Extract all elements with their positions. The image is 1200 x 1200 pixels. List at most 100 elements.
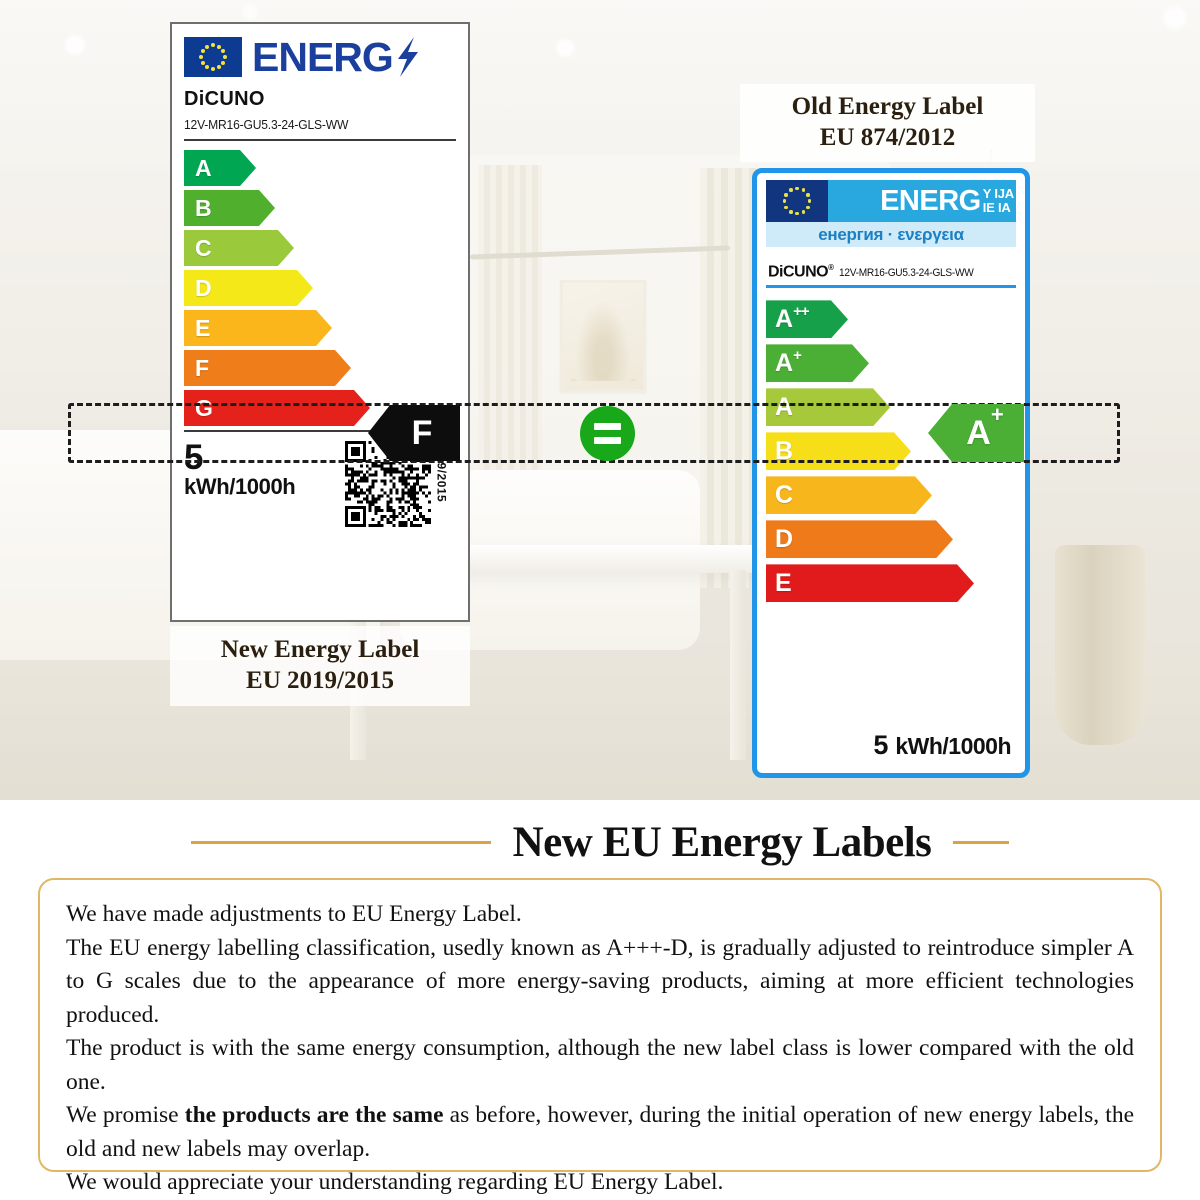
class-letter: A bbox=[775, 392, 794, 421]
old-label-rule bbox=[766, 285, 1016, 289]
class-letter: E bbox=[195, 314, 211, 341]
old-rating-letter-text: A bbox=[966, 413, 991, 452]
eu-star bbox=[784, 205, 788, 209]
new-rating-letter: F bbox=[411, 413, 433, 452]
old-label-brand-row: DiCUNO® 12V-MR16-GU5.3-24-GLS-WW bbox=[766, 263, 1016, 281]
eu-star bbox=[801, 188, 805, 192]
class-arrow-c: C bbox=[184, 230, 294, 266]
new-caption-line2: EU 2019/2015 bbox=[246, 667, 394, 694]
class-arrow-aplus: A + bbox=[766, 344, 869, 382]
class-arrow-g: G bbox=[184, 390, 370, 426]
class-letter: D bbox=[775, 524, 794, 553]
class-row: A bbox=[766, 388, 1016, 426]
class-arrow-f: F bbox=[184, 350, 351, 386]
class-row: C bbox=[766, 476, 1016, 514]
class-row: G bbox=[184, 390, 456, 426]
consumption-value: 5 bbox=[873, 730, 889, 760]
class-letter: G bbox=[195, 394, 213, 421]
old-label-brand: DiCUNO® bbox=[768, 263, 834, 281]
class-arrow-a: A bbox=[184, 150, 256, 186]
old-brand-text: DiCUNO bbox=[768, 263, 829, 281]
consumption-value: 5 bbox=[184, 438, 204, 477]
consumption-unit: kWh/1000h bbox=[895, 733, 1011, 759]
eu-star bbox=[221, 61, 226, 65]
class-letter: B bbox=[775, 436, 794, 465]
class-row: D bbox=[184, 270, 456, 306]
eu-flag-icon bbox=[766, 180, 828, 222]
class-letter: A bbox=[775, 304, 794, 333]
paragraph-1: We have made adjustments to EU Energy La… bbox=[66, 901, 522, 927]
new-label-footer: 5 kWh/1000h 2019/2015 bbox=[184, 438, 456, 527]
eu-star bbox=[789, 210, 793, 214]
class-arrow-b: B bbox=[766, 432, 911, 470]
old-label-footer: 5 kWh/1000h bbox=[873, 730, 1011, 761]
old-rating-letter: A+ bbox=[966, 404, 1003, 453]
new-label-logo-row: ENERG bbox=[184, 34, 456, 80]
old-rating-sup: + bbox=[990, 402, 1004, 428]
class-arrow-e: E bbox=[184, 310, 332, 346]
new-label-bottom-rule bbox=[184, 430, 456, 432]
page-title: New EU Energy Labels bbox=[512, 818, 932, 866]
eu-star bbox=[795, 211, 799, 216]
eu-star bbox=[784, 193, 788, 197]
new-label-brand: DiCUNO bbox=[184, 88, 265, 110]
class-row: C bbox=[184, 230, 456, 266]
class-letter: D bbox=[195, 274, 212, 301]
equals-bar-bottom bbox=[594, 437, 621, 444]
old-label-languages-row: енергия · ενεργεια bbox=[766, 222, 1016, 247]
old-label-logo-block: ENERG Y IJA IE IA енергия · ενεργεια bbox=[766, 180, 1016, 247]
old-label-class-scale: A ++ A + A B C D E bbox=[766, 300, 1016, 602]
promise-post: as before, however, during the initial o… bbox=[66, 1102, 1134, 1162]
old-label-caption: Old Energy Label EU 874/2012 bbox=[740, 84, 1035, 162]
title-rule-right bbox=[953, 840, 1010, 844]
old-label-model: 12V-MR16-GU5.3-24-GLS-WW bbox=[838, 267, 974, 280]
new-caption-line1: New Energy Label bbox=[220, 636, 420, 663]
old-label-logo-row: ENERG Y IJA IE IA bbox=[766, 180, 1016, 222]
class-letter: E bbox=[775, 568, 792, 597]
photo-vase bbox=[1055, 545, 1145, 745]
class-letter: A bbox=[775, 348, 794, 377]
class-row: A + bbox=[766, 344, 1016, 382]
eu-star bbox=[217, 65, 221, 70]
equals-bar-top bbox=[594, 423, 621, 430]
class-row: D bbox=[766, 520, 1016, 558]
old-caption-line1: Old Energy Label bbox=[791, 93, 984, 120]
energy-wordmark: ENERG bbox=[880, 185, 981, 217]
class-arrow-aplusplus: A ++ bbox=[766, 300, 848, 338]
eu-star bbox=[223, 55, 227, 59]
class-row: A bbox=[184, 150, 456, 186]
class-row: B bbox=[766, 432, 1016, 470]
class-row: E bbox=[184, 310, 456, 346]
class-letter: C bbox=[775, 480, 794, 509]
class-arrow-c: C bbox=[766, 476, 932, 514]
consumption-unit: kWh/1000h bbox=[184, 474, 296, 499]
section-title-row: New EU Energy Labels bbox=[0, 812, 1200, 872]
eu-star bbox=[806, 205, 810, 209]
class-letter: F bbox=[195, 354, 210, 381]
explanation-section: New EU Energy Labels We have made adjust… bbox=[0, 800, 1200, 1200]
eu-star bbox=[782, 199, 787, 203]
eu-star bbox=[211, 67, 215, 71]
promise-pre: We promise bbox=[66, 1102, 185, 1128]
class-arrow-e: E bbox=[766, 564, 974, 602]
title-rule-left bbox=[190, 840, 491, 844]
paragraph-promise: We promise the products are the same as … bbox=[66, 1099, 1134, 1166]
promise-bold: the products are the same bbox=[184, 1102, 444, 1128]
new-label-consumption: 5 kWh/1000h bbox=[184, 438, 296, 499]
lightning-bolt-icon bbox=[397, 37, 418, 77]
photo-table-leg-right bbox=[730, 570, 746, 760]
eu-star bbox=[211, 43, 215, 47]
class-arrow-d: D bbox=[766, 520, 953, 558]
photo-wall-art bbox=[560, 280, 646, 392]
class-arrow-b: B bbox=[184, 190, 275, 226]
class-letter: A bbox=[195, 154, 212, 181]
class-arrow-d: D bbox=[184, 270, 313, 306]
energy-suffix-bottom: IE IA bbox=[982, 200, 1011, 215]
eu-star bbox=[801, 210, 805, 214]
class-letter: B bbox=[195, 194, 212, 221]
new-label-top-rule bbox=[184, 139, 456, 141]
class-letter: C bbox=[195, 234, 212, 261]
equals-icon bbox=[580, 406, 635, 461]
energy-suffix-top: Y IJA bbox=[982, 186, 1014, 201]
class-arrow-a: A bbox=[766, 388, 890, 426]
